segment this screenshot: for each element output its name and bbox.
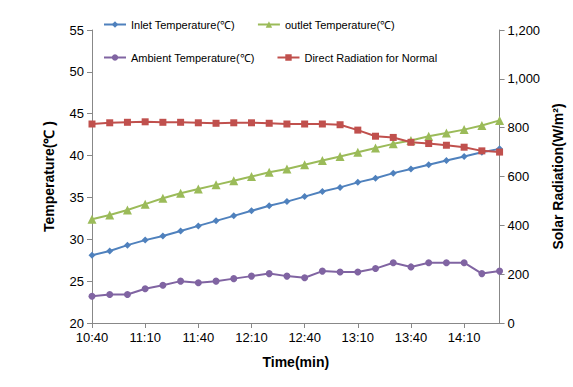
svg-text:13:10: 13:10 xyxy=(342,330,375,345)
svg-text:50: 50 xyxy=(70,64,84,79)
svg-text:40: 40 xyxy=(70,148,84,163)
svg-text:1,200: 1,200 xyxy=(508,23,541,38)
svg-text:Direct Radiation for Normal: Direct Radiation for Normal xyxy=(304,52,437,64)
svg-text:400: 400 xyxy=(508,218,530,233)
svg-text:Time(min): Time(min) xyxy=(262,354,329,370)
svg-text:Temperature(℃ ): Temperature(℃ ) xyxy=(41,121,57,232)
svg-text:1,000: 1,000 xyxy=(508,71,541,86)
svg-text:11:40: 11:40 xyxy=(183,330,215,345)
svg-text:45: 45 xyxy=(70,106,84,121)
svg-text:0: 0 xyxy=(508,316,515,331)
svg-text:55: 55 xyxy=(70,23,84,38)
svg-text:800: 800 xyxy=(508,120,530,135)
svg-text:outlet Temperature(℃): outlet Temperature(℃) xyxy=(285,19,395,31)
svg-text:25: 25 xyxy=(70,274,84,289)
svg-text:Solar Radiation(W/m²): Solar Radiation(W/m²) xyxy=(550,103,566,249)
svg-text:14:10: 14:10 xyxy=(448,330,481,345)
svg-text:12:40: 12:40 xyxy=(288,330,321,345)
svg-text:600: 600 xyxy=(508,169,530,184)
svg-text:11:10: 11:10 xyxy=(129,330,161,345)
svg-text:10:40: 10:40 xyxy=(76,330,109,345)
svg-text:12:10: 12:10 xyxy=(235,330,268,345)
svg-text:200: 200 xyxy=(508,267,530,282)
svg-text:Ambient Temperature(℃): Ambient Temperature(℃) xyxy=(131,52,254,64)
svg-text:13:40: 13:40 xyxy=(395,330,428,345)
svg-text:20: 20 xyxy=(70,316,84,331)
svg-text:35: 35 xyxy=(70,190,84,205)
svg-text:30: 30 xyxy=(70,232,84,247)
svg-text:Inlet Temperature(℃): Inlet Temperature(℃) xyxy=(131,19,235,31)
